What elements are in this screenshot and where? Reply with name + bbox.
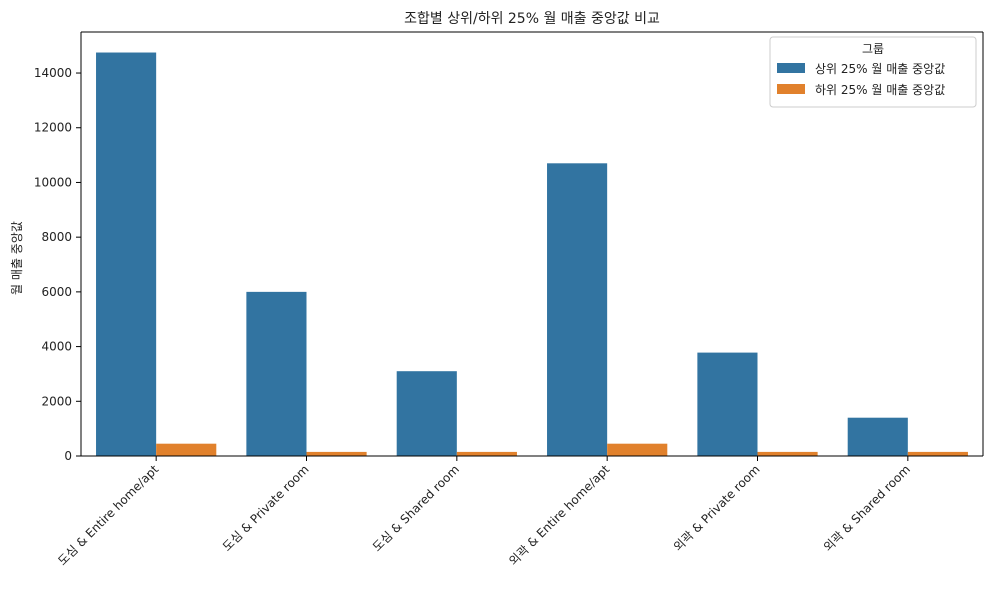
x-tick-label: 도심 & Private room <box>220 462 312 554</box>
legend-label-top: 상위 25% 월 매출 중앙값 <box>815 62 945 76</box>
legend-frame <box>769 36 977 108</box>
y-tick-label: 4000 <box>41 340 72 354</box>
y-tick-label: 6000 <box>41 285 72 299</box>
y-tick-label: 0 <box>64 449 72 463</box>
axes <box>80 31 984 457</box>
legend-swatch-top <box>777 63 805 73</box>
x-tick-label: 외곽 & Shared room <box>821 462 913 554</box>
y-axis-label: 월 매출 중앙값 <box>10 221 24 295</box>
bar-bottom25-0 <box>156 443 217 456</box>
x-tick-label: 도심 & Entire home/apt <box>55 462 161 568</box>
legend-label-bottom: 하위 25% 월 매출 중앙값 <box>815 83 945 97</box>
bar-top25-5 <box>847 417 908 456</box>
y-tick-label: 14000 <box>34 66 72 80</box>
chart-title: 조합별 상위/하위 25% 월 매출 중앙값 비교 <box>404 11 660 27</box>
y-tick-label: 8000 <box>41 230 72 244</box>
x-tick-label: 외곽 & Private room <box>671 462 763 554</box>
bars <box>96 52 968 457</box>
bar-top25-1 <box>246 291 307 456</box>
x-tick-label: 도심 & Shared room <box>370 462 462 554</box>
bar-top25-0 <box>96 52 157 457</box>
legend-swatch-bottom <box>777 84 805 94</box>
legend-title: 그룹 <box>862 42 884 56</box>
y-tick-label: 12000 <box>34 121 72 135</box>
bar-top25-4 <box>697 352 758 456</box>
bar-bottom25-4 <box>757 451 818 456</box>
x-tick-label: 외곽 & Entire home/apt <box>506 462 612 568</box>
bar-bottom25-2 <box>456 451 517 456</box>
x-ticks: 도심 & Entire home/apt 도심 & Private room 도심 … <box>55 456 913 568</box>
y-tick-label: 10000 <box>34 175 72 189</box>
y-ticks: 0 2000 4000 6000 8000 10000 12000 14000 <box>34 66 81 463</box>
bar-top25-3 <box>547 163 608 457</box>
bar-bottom25-5 <box>907 451 968 456</box>
bar-bottom25-1 <box>306 451 367 456</box>
legend: 그룹 상위 25% 월 매출 중앙값 하위 25% 월 매출 중앙값 <box>769 36 977 108</box>
bar-top25-2 <box>396 371 457 456</box>
y-tick-label: 2000 <box>41 394 72 408</box>
bar-bottom25-3 <box>607 443 668 456</box>
